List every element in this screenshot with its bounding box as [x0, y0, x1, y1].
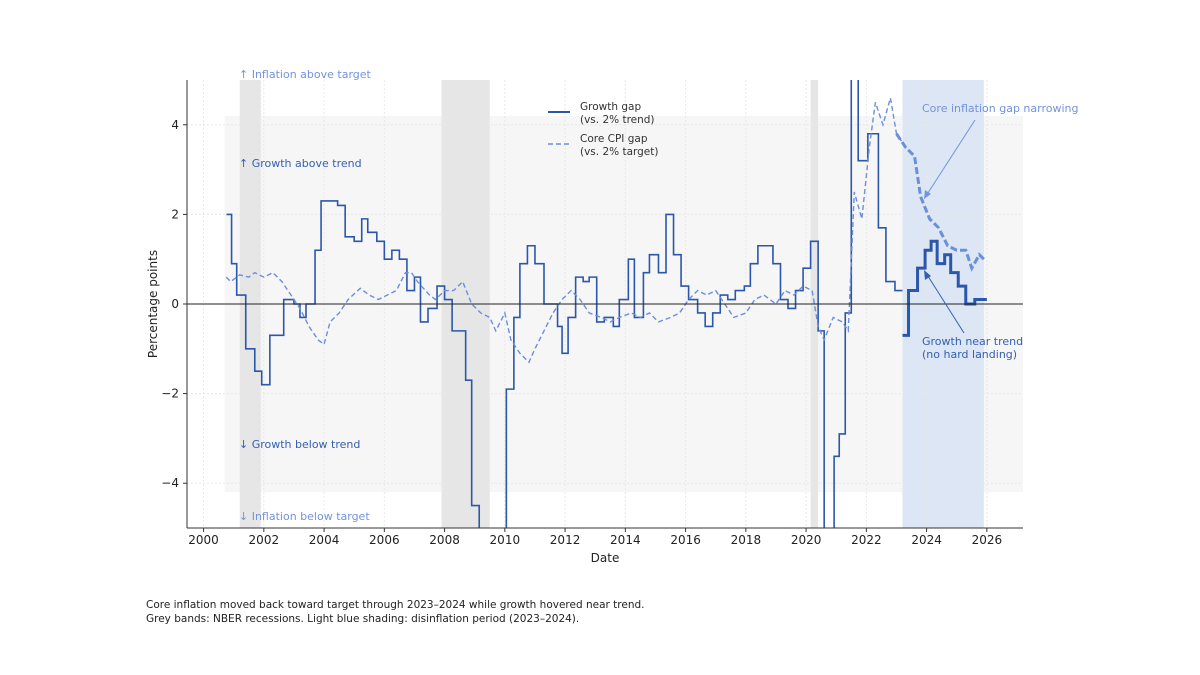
arrowhead-growth: [924, 270, 931, 280]
x-tick-label: 2006: [369, 533, 400, 547]
x-tick-label: 2016: [670, 533, 701, 547]
x-tick-label: 2022: [851, 533, 882, 547]
annotation-core-narrowing: Core inflation gap narrowing: [922, 102, 1078, 115]
annotation-inflation-above: ↑ Inflation above target: [239, 68, 372, 81]
x-tick-label: 2004: [309, 533, 340, 547]
y-tick-label: −2: [161, 387, 179, 401]
arrowhead-core: [924, 190, 931, 199]
legend-label-core: Core CPI gap: [580, 133, 648, 145]
x-axis-label: Date: [591, 551, 620, 565]
annotation-growth-below: ↓ Growth below trend: [239, 438, 360, 451]
growth-gap-line: [226, 80, 903, 528]
y-tick-label: 4: [171, 118, 179, 132]
y-axis-label: Percentage points: [146, 250, 160, 358]
legend-label-growth: Growth gap: [580, 101, 641, 113]
x-tick-label: 2000: [188, 533, 219, 547]
x-tick-label: 2020: [791, 533, 822, 547]
x-tick-label: 2014: [610, 533, 641, 547]
y-tick-label: 0: [171, 297, 179, 311]
y-tick-label: 2: [171, 207, 179, 221]
arrow-growth-near: [925, 272, 965, 334]
x-tick-label: 2024: [911, 533, 942, 547]
x-tick-label: 2008: [429, 533, 460, 547]
arrow-core-narrowing: [925, 119, 976, 197]
caption-line-2: Grey bands: NBER recessions. Light blue …: [146, 613, 580, 625]
x-tick-label: 2026: [972, 533, 1003, 547]
annotation-growth-above: ↑ Growth above trend: [239, 157, 362, 170]
annotation-inflation-below: ↓ Inflation below target: [239, 510, 370, 523]
x-tick-label: 2018: [731, 533, 762, 547]
core-cpi-gap-line-emphasis: [895, 132, 985, 272]
chart: 2000 2002 2004 2006 2008 2010 2012 2014 2016 2018…: [146, 68, 1078, 565]
legend-label-core-sub: (vs. 2% target): [580, 146, 658, 158]
legend: Growth gap (vs. 2% trend) Core CPI gap (…: [548, 101, 658, 158]
y-tick-label: −4: [161, 476, 179, 490]
x-tick-label: 2002: [249, 533, 280, 547]
caption: Core inflation moved back toward target …: [146, 598, 645, 626]
x-tick-label: 2010: [490, 533, 521, 547]
legend-label-growth-sub: (vs. 2% trend): [580, 114, 655, 126]
x-tick-label: 2012: [550, 533, 581, 547]
core-cpi-gap-line: [225, 97, 907, 364]
caption-line-1: Core inflation moved back toward target …: [146, 599, 645, 611]
growth-gap-line-emphasis: [902, 239, 987, 337]
annotation-growth-near-2: (no hard landing): [922, 348, 1017, 361]
annotation-growth-near-1: Growth near trend: [922, 335, 1023, 348]
